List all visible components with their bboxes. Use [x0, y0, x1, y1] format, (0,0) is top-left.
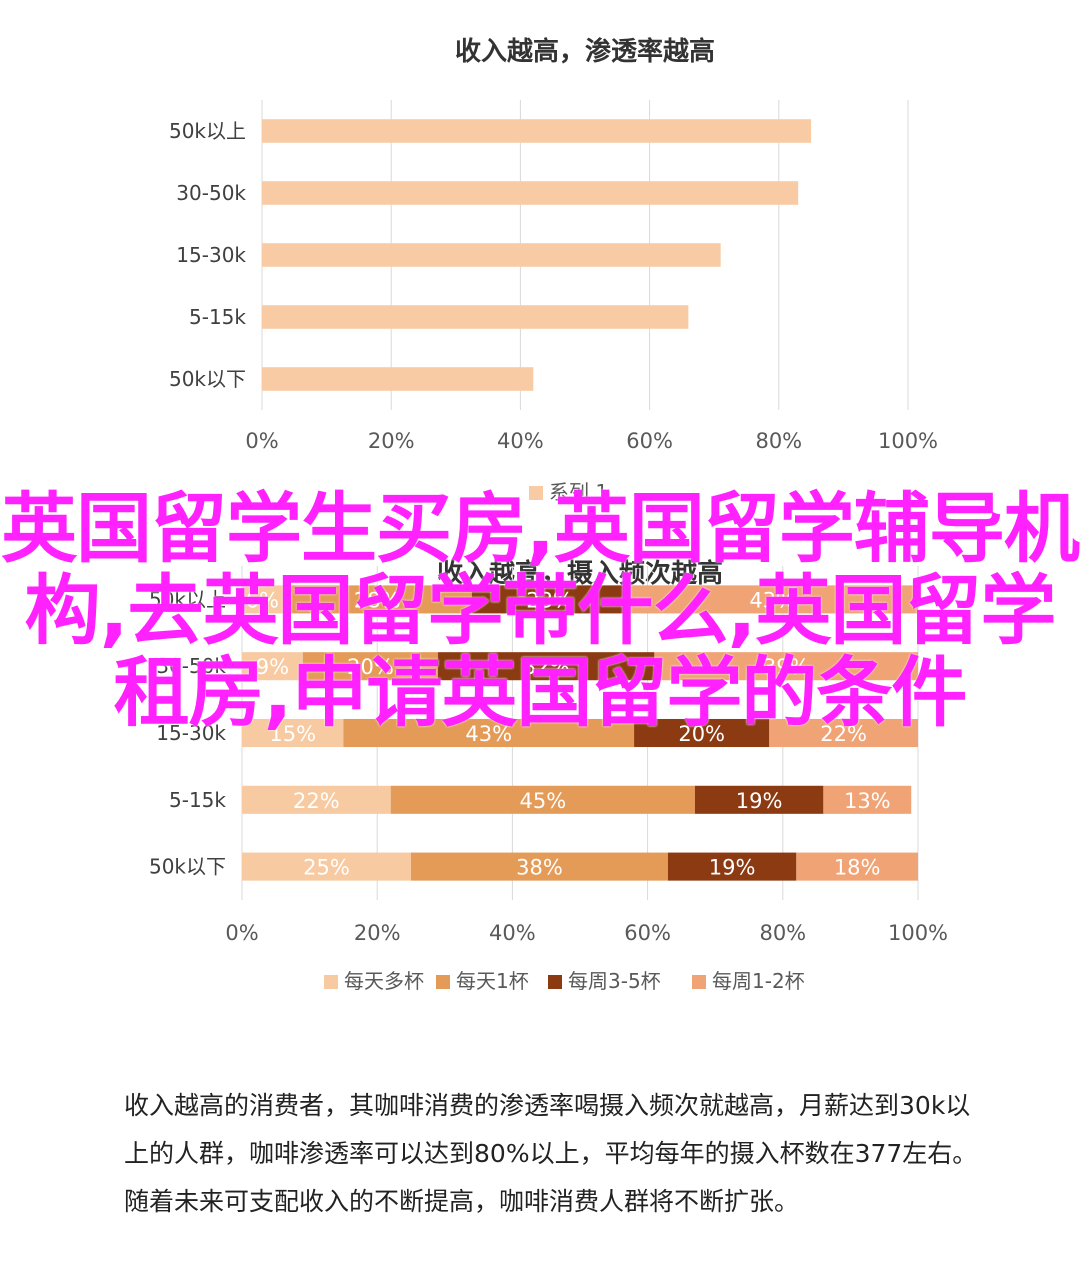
x-tick-label: 20% — [354, 921, 401, 945]
legend-swatch — [324, 975, 338, 989]
legend-swatch — [529, 486, 543, 500]
category-label: 5-15k — [189, 305, 246, 329]
overlay-title: 英国留学生买房,英国留学辅导机构,去英国留学带什么,英国留学租房,申请英国留学的… — [1, 484, 1080, 737]
data-label: 38% — [516, 856, 563, 880]
bar — [694, 785, 824, 814]
x-tick-label: 80% — [759, 921, 806, 945]
data-label: 9% — [256, 655, 289, 679]
data-label: 15% — [269, 722, 316, 746]
legend-label: 每周3-5杯 — [568, 969, 661, 993]
category-label: 15-30k — [156, 721, 226, 745]
data-label: 22% — [820, 722, 867, 746]
category-label: 5-15k — [169, 788, 226, 812]
x-tick-label: 40% — [489, 921, 536, 945]
data-label: 20% — [678, 722, 725, 746]
data-label: 43% — [465, 722, 512, 746]
bar — [654, 652, 918, 681]
bar — [242, 585, 283, 614]
data-label: 20% — [347, 655, 394, 679]
bar — [242, 852, 411, 881]
bar — [438, 652, 655, 681]
bar — [262, 119, 812, 143]
bar — [343, 718, 635, 748]
bar — [262, 181, 799, 205]
data-label: 25% — [303, 856, 350, 880]
bar — [634, 718, 770, 748]
data-label: 19% — [736, 789, 783, 813]
category-label: 50k以下 — [169, 367, 246, 391]
x-tick-label: 100% — [878, 429, 938, 453]
x-tick-label: 40% — [497, 429, 544, 453]
category-label: 50k以上 — [169, 119, 246, 143]
legend-swatch — [692, 975, 706, 989]
data-label: 6% — [246, 588, 279, 612]
legend-label: 每周1-2杯 — [712, 969, 805, 993]
data-label: 32% — [523, 655, 570, 679]
legend-label: 系列 1 — [549, 480, 608, 504]
x-tick-label: 100% — [888, 921, 948, 945]
bar — [627, 585, 918, 614]
bar — [262, 367, 534, 391]
bar — [471, 585, 628, 614]
category-label: 30-50k — [176, 181, 246, 205]
bar — [769, 718, 918, 748]
x-tick-label: 20% — [368, 429, 415, 453]
bar — [262, 305, 689, 329]
chart-title: 收入越高，摄入频次越高 — [437, 558, 723, 589]
chart-title: 收入越高，渗透率越高 — [455, 36, 715, 67]
bar — [411, 852, 668, 881]
bar — [262, 243, 721, 267]
bar — [390, 785, 695, 814]
category-label: 50k以下 — [149, 855, 226, 879]
x-tick-label: 60% — [624, 921, 671, 945]
bar — [242, 785, 391, 814]
category-label: 50k以上 — [149, 587, 226, 611]
data-label: 22% — [293, 789, 340, 813]
data-label: 28% — [354, 588, 401, 612]
bar — [242, 652, 303, 681]
x-tick-label: 0% — [245, 429, 278, 453]
caption-paragraph: 收入越高的消费者，其咖啡消费的渗透率喝摄入频次就越高，月薪达到30k以上的人群，… — [124, 1091, 978, 1216]
bar — [823, 785, 912, 814]
category-label: 30-50k — [156, 654, 226, 678]
data-label: 43% — [749, 588, 796, 612]
category-label: 15-30k — [176, 243, 246, 267]
x-tick-label: 80% — [755, 429, 802, 453]
bar — [302, 652, 439, 681]
chart-frequency: 收入越高，摄入频次越高 0% 20% 40% 60% 80% 100% 50k以上 6% 28% 2… — [149, 558, 948, 993]
chart-penetration: 收入越高，渗透率越高 0% 20% 40% 60% 80% 100% 50k以上 30-50k 1… — [169, 36, 938, 504]
bar — [282, 585, 472, 614]
data-label: 39% — [763, 655, 810, 679]
bar — [796, 852, 918, 881]
data-label: 45% — [519, 789, 566, 813]
legend-label: 每天多杯 — [344, 969, 424, 993]
data-label: 13% — [844, 789, 891, 813]
x-tick-label: 60% — [626, 429, 673, 453]
x-tick-label: 0% — [225, 921, 258, 945]
data-label: 19% — [709, 856, 756, 880]
data-label: 18% — [834, 856, 881, 880]
bar — [667, 852, 797, 881]
legend-swatch — [548, 975, 562, 989]
bar — [242, 718, 344, 748]
data-label: 23% — [526, 588, 573, 612]
legend-label: 每天1杯 — [456, 969, 529, 993]
legend-swatch — [436, 975, 450, 989]
